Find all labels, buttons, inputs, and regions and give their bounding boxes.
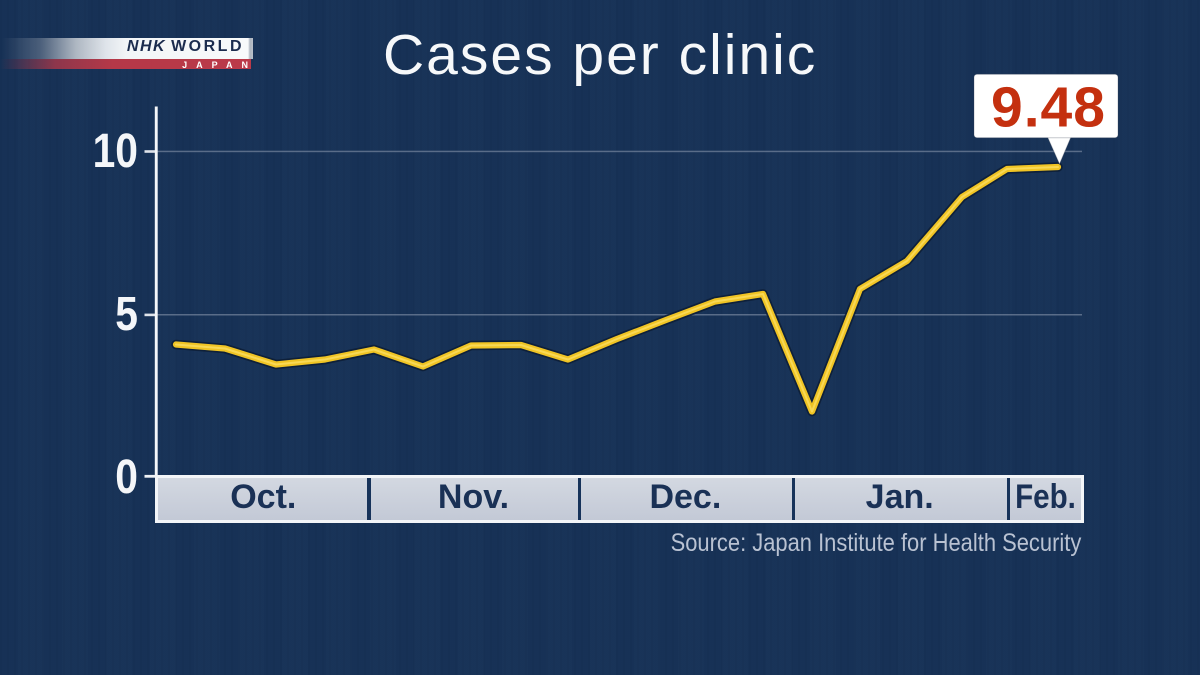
svg-text:9.48: 9.48 [991, 76, 1106, 140]
